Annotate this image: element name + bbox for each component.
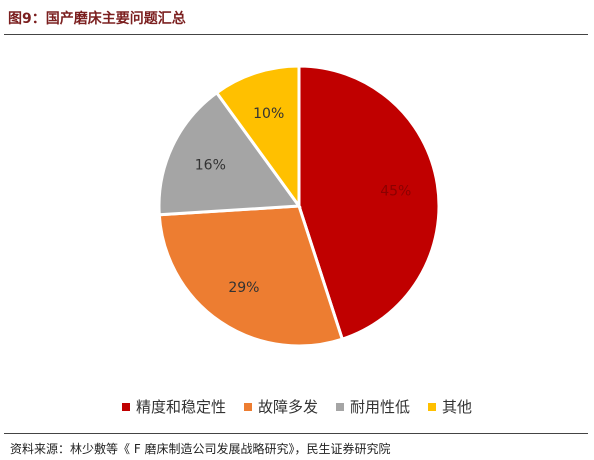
pie-slice-2 (157, 204, 345, 348)
legend-item-3: 耐用性低 (336, 396, 410, 417)
legend-swatch-1 (121, 402, 130, 411)
legend-swatch-4 (428, 402, 437, 411)
pie-slice-4 (214, 64, 301, 211)
top-rule (4, 34, 588, 35)
pie-slice-label-1: 45% (380, 184, 411, 200)
legend-swatch-3 (336, 402, 344, 411)
pie-slice-label-3: 16% (195, 157, 226, 173)
legend-item-2: 故障多发 (243, 396, 318, 417)
legend-label-3: 耐用性低 (350, 398, 411, 416)
pie-chart-svg: 45% 29% 16% 10% (157, 64, 441, 348)
legend-item-1: 精度和稳定性 (121, 396, 226, 417)
legend-item-4: 其他 (428, 396, 472, 417)
pie-slice-3 (157, 90, 302, 217)
pie-slice-1 (297, 64, 441, 342)
pie-slice-label-4: 10% (253, 106, 284, 122)
figure-title: 图9：国产磨床主要问题汇总 (8, 11, 186, 27)
legend-label-1: 精度和稳定性 (135, 398, 226, 416)
pie-chart: 45% 29% 16% 10% (0, 36, 594, 396)
legend-label-2: 故障多发 (257, 398, 318, 416)
legend-swatch-2 (243, 402, 252, 411)
pie-slice-label-2: 29% (228, 280, 259, 296)
legend-label-4: 其他 (442, 398, 473, 416)
source-note: 资料来源：林少敷等《 F 磨床制造公司发展战略研究》，民生证券研究院 (10, 442, 391, 456)
bottom-rule (4, 433, 588, 434)
chart-legend: 精度和稳定性 故障多发 耐用性低 其他 (0, 396, 594, 417)
